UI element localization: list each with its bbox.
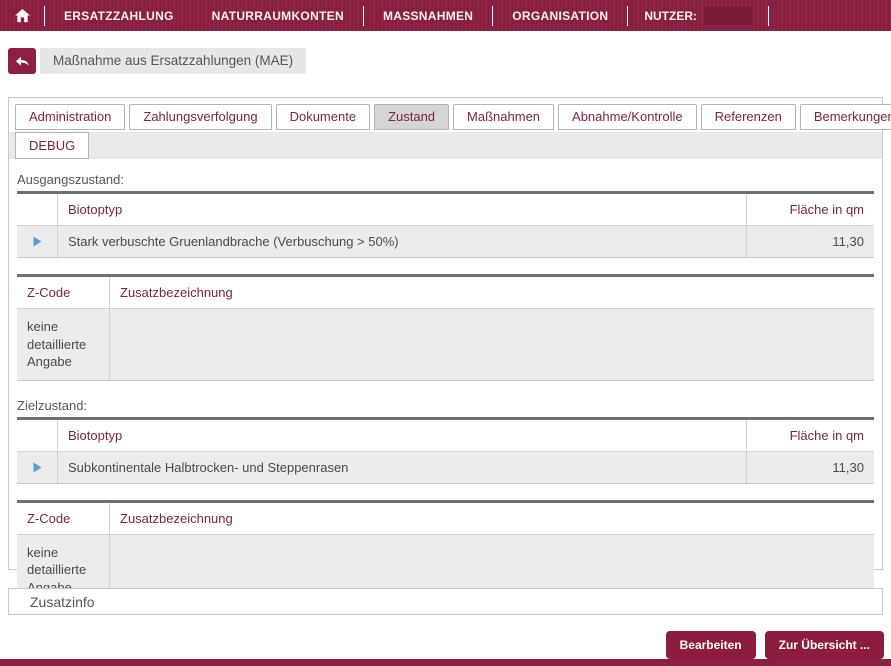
row-expander[interactable] xyxy=(17,226,57,257)
flaeche-value: 11,30 xyxy=(746,226,874,257)
nav-item-naturraumkonten[interactable]: NATURRAUMKONTEN xyxy=(211,8,344,23)
zcode-value: keine detaillierte Angabe xyxy=(27,319,87,370)
nav-separator xyxy=(768,5,769,26)
table-row: Stark verbuschte Gruenlandbrache (Verbus… xyxy=(17,226,874,257)
nav-separator xyxy=(627,5,629,26)
nav-item-ersatzzahlung[interactable]: ERSATZZAHLUNG xyxy=(64,8,174,23)
tab-zahlungsverfolgung[interactable]: Zahlungsverfolgung xyxy=(129,104,272,130)
zustand-tab-content: Ausgangszustand: Biotoptyp Fläche in qm … xyxy=(9,159,882,607)
bottom-accent-bar xyxy=(0,659,891,666)
table-header-row: Z-Code Zusatzbezeichnung xyxy=(17,502,874,535)
zielzustand-biotop-table: Biotoptyp Fläche in qm Subkontinentale H… xyxy=(17,416,874,484)
ausgangszustand-zcode-table: Z-Code Zusatzbezeichnung keine detaillie… xyxy=(17,274,874,381)
back-button[interactable] xyxy=(8,48,36,74)
zur-uebersicht-button[interactable]: Zur Übersicht ... xyxy=(764,631,884,659)
main-panel: Administration Zahlungsverfolgung Dokume… xyxy=(8,97,891,607)
column-header-zusatzbezeichnung: Zusatzbezeichnung xyxy=(109,277,874,308)
zusatzinfo-panel-header[interactable]: Zusatzinfo xyxy=(8,588,883,615)
tab-debug[interactable]: DEBUG xyxy=(15,132,90,159)
nav-user-section: NUTZER: xyxy=(628,0,768,31)
flaeche-value: 11,30 xyxy=(746,451,874,483)
home-icon xyxy=(14,8,30,22)
zusatzinfo-label: Zusatzinfo xyxy=(30,593,95,610)
nav-user-label: NUTZER: xyxy=(644,8,697,23)
tab-dokumente[interactable]: Dokumente xyxy=(275,104,371,130)
nav-separator xyxy=(362,5,364,26)
home-button[interactable] xyxy=(0,0,44,31)
biotoptyp-value: Subkontinentale Halbtrocken- und Steppen… xyxy=(57,451,746,483)
column-header-flaeche: Fläche in qm xyxy=(746,419,874,451)
row-expander[interactable] xyxy=(17,452,57,483)
column-header-zusatzbezeichnung: Zusatzbezeichnung xyxy=(109,502,874,534)
section-label-zielzustand: Zielzustand: xyxy=(17,397,88,413)
tab-zustand[interactable]: Zustand xyxy=(374,104,450,130)
table-header-row: Biotoptyp Fläche in qm xyxy=(17,419,874,452)
tab-strip-row1: Administration Zahlungsverfolgung Dokume… xyxy=(9,98,891,130)
nav-item-organisation[interactable]: ORGANISATION xyxy=(512,8,609,23)
tab-referenzen[interactable]: Referenzen xyxy=(700,104,796,130)
table-row: Subkontinentale Halbtrocken- und Steppen… xyxy=(17,451,874,483)
column-header-flaeche: Fläche in qm xyxy=(746,194,874,225)
back-arrow-icon xyxy=(15,56,29,66)
column-header-zcode: Z-Code xyxy=(27,510,71,526)
nav-separator xyxy=(44,5,45,26)
page-title: Maßnahme aus Ersatzzahlungen (MAE) xyxy=(40,48,307,74)
tab-strip-row2: DEBUG xyxy=(9,132,882,159)
top-navigation-bar: ERSATZZAHLUNG NATURRAUMKONTEN MASSNAHMEN… xyxy=(0,0,891,31)
expander-column-header xyxy=(17,420,57,451)
nav-username-redacted xyxy=(704,6,752,25)
column-header-biotoptyp: Biotoptyp xyxy=(57,419,746,451)
biotoptyp-value: Stark verbuschte Gruenlandbrache (Verbus… xyxy=(57,226,746,257)
table-header-row: Biotoptyp Fläche in qm xyxy=(17,194,874,226)
bearbeiten-button[interactable]: Bearbeiten xyxy=(665,631,756,659)
zusatzbezeichnung-value xyxy=(109,534,874,606)
section-label-ausgangszustand: Ausgangszustand: xyxy=(17,172,124,187)
column-header-zcode: Z-Code xyxy=(27,285,71,300)
expand-triangle-icon xyxy=(33,236,41,247)
expand-triangle-icon xyxy=(33,462,41,473)
column-header-biotoptyp: Biotoptyp xyxy=(57,194,746,225)
tab-abnahme-kontrolle[interactable]: Abnahme/Kontrolle xyxy=(558,104,697,130)
breadcrumb: Maßnahme aus Ersatzzahlungen (MAE) xyxy=(8,48,891,74)
action-button-row: Bearbeiten Zur Übersicht ... xyxy=(665,631,884,659)
tab-massnahmen[interactable]: Maßnahmen xyxy=(453,104,555,130)
tab-administration[interactable]: Administration xyxy=(15,104,126,130)
expander-column-header xyxy=(17,194,57,225)
nav-separator xyxy=(492,5,494,26)
zusatzbezeichnung-value xyxy=(109,309,874,380)
nav-item-massnahmen[interactable]: MASSNAHMEN xyxy=(382,8,474,23)
ausgangszustand-biotop-table: Biotoptyp Fläche in qm Stark verbuschte … xyxy=(17,191,874,258)
table-row: keine detaillierte Angabe xyxy=(17,309,874,380)
table-header-row: Z-Code Zusatzbezeichnung xyxy=(17,277,874,309)
tab-bemerkungen[interactable]: Bemerkungen xyxy=(799,104,891,130)
